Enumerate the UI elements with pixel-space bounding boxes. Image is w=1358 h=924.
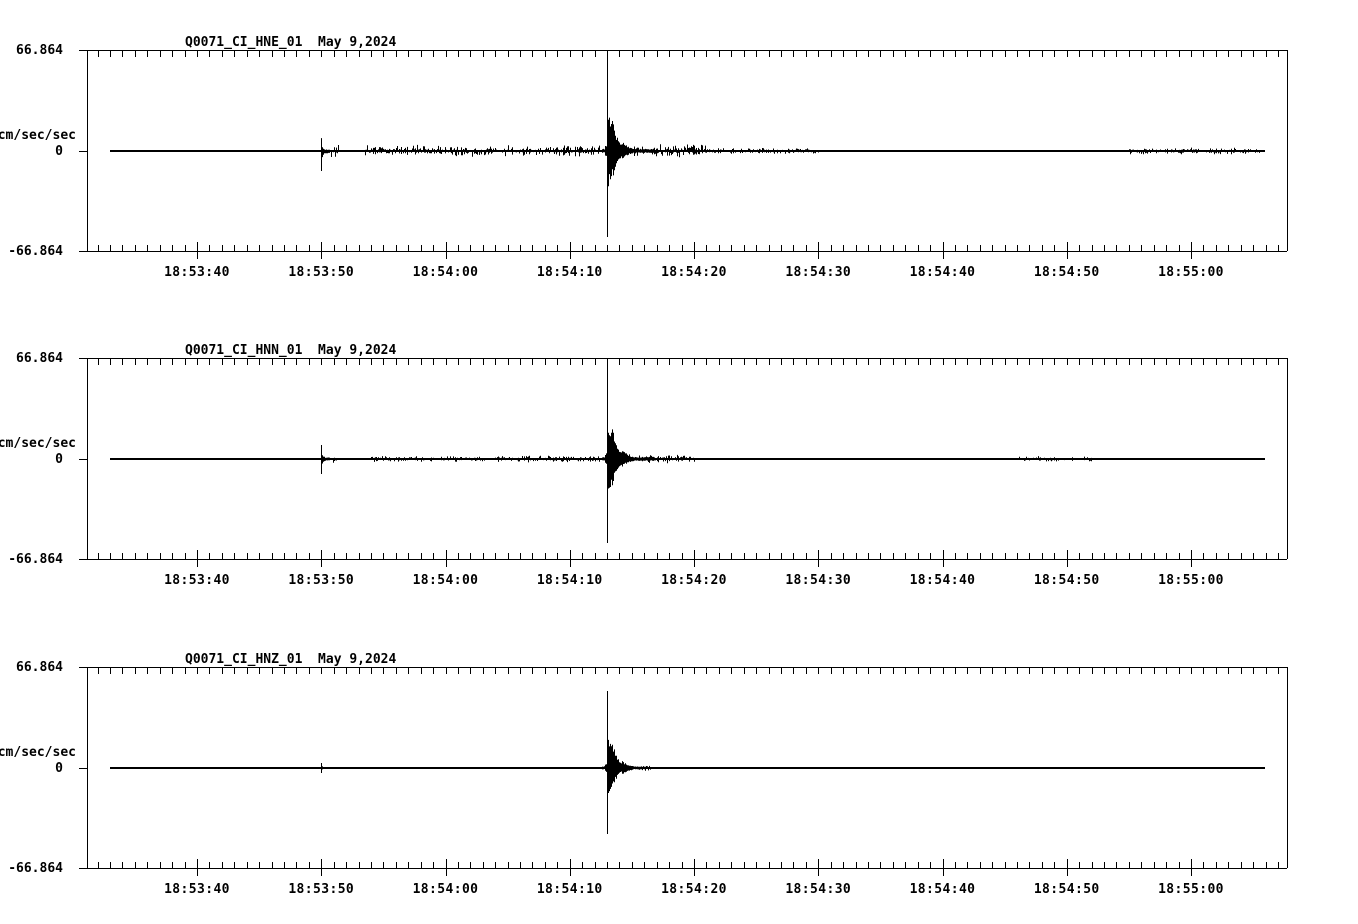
time-label: 18:54:00 bbox=[413, 882, 479, 897]
axis-box bbox=[87, 358, 1288, 560]
time-label: 18:53:50 bbox=[288, 265, 354, 280]
time-ticks bbox=[79, 667, 1279, 876]
panel-title: Q0071_CI_HNN_01 May 9,2024 bbox=[185, 343, 396, 358]
time-label: 18:54:20 bbox=[661, 265, 727, 280]
time-label: 18:54:50 bbox=[1034, 882, 1100, 897]
trace-waveform bbox=[321, 691, 651, 834]
time-label: 18:54:00 bbox=[413, 265, 479, 280]
time-label: 18:53:50 bbox=[288, 573, 354, 588]
y-min-label: -66.864 bbox=[8, 244, 63, 259]
trace-waveform bbox=[319, 364, 1092, 543]
panel-title: Q0071_CI_HNE_01 May 9,2024 bbox=[185, 35, 396, 50]
time-label: 18:53:40 bbox=[164, 265, 230, 280]
time-label: 18:54:00 bbox=[413, 573, 479, 588]
panel-title: Q0071_CI_HNZ_01 May 9,2024 bbox=[185, 652, 396, 667]
time-label: 18:54:10 bbox=[537, 573, 603, 588]
y-units-label: cm/sec/sec bbox=[0, 436, 76, 451]
y-units-label: cm/sec/sec bbox=[0, 745, 76, 760]
y-zero-label: 0 bbox=[55, 761, 63, 776]
time-label: 18:54:10 bbox=[537, 882, 603, 897]
time-label: 18:53:50 bbox=[288, 882, 354, 897]
time-ticks bbox=[79, 358, 1279, 567]
y-units-label: cm/sec/sec bbox=[0, 128, 76, 143]
axis-box bbox=[87, 50, 1288, 252]
time-label: 18:54:30 bbox=[785, 573, 851, 588]
time-labels: 18:53:40 18:53:50 18:54:00 18:54:10 18:54:20… bbox=[164, 882, 1224, 897]
y-max-label: 66.864 bbox=[16, 660, 63, 675]
time-label: 18:55:00 bbox=[1158, 882, 1224, 897]
axis-box bbox=[87, 667, 1288, 869]
y-min-label: -66.864 bbox=[8, 861, 63, 876]
time-label: 18:54:40 bbox=[910, 882, 976, 897]
time-label: 18:54:50 bbox=[1034, 265, 1100, 280]
y-max-label: 66.864 bbox=[16, 351, 63, 366]
time-label: 18:54:40 bbox=[910, 573, 976, 588]
seismogram-panel-hnz: Q0071_CI_HNZ_01 May 9,2024 66.864 cm/sec/s… bbox=[0, 652, 1288, 897]
y-min-label: -66.864 bbox=[8, 552, 63, 567]
time-label: 18:54:30 bbox=[785, 882, 851, 897]
time-labels: 18:53:40 18:53:50 18:54:00 18:54:10 18:54:20… bbox=[164, 573, 1224, 588]
trace-hnn bbox=[110, 364, 1265, 543]
time-label: 18:54:30 bbox=[785, 265, 851, 280]
y-zero-label: 0 bbox=[55, 144, 63, 159]
trace-hne bbox=[110, 54, 1265, 237]
seismogram-panel-hnn: Q0071_CI_HNN_01 May 9,2024 66.864 cm/sec/s… bbox=[0, 343, 1288, 588]
time-label: 18:53:40 bbox=[164, 882, 230, 897]
time-label: 18:55:00 bbox=[1158, 573, 1224, 588]
time-label: 18:54:20 bbox=[661, 882, 727, 897]
y-zero-label: 0 bbox=[55, 452, 63, 467]
seismogram-panel-hne: Q0071_CI_HNE_01 May 9,2024 66.864 cm/sec/s… bbox=[0, 35, 1288, 280]
time-label: 18:54:50 bbox=[1034, 573, 1100, 588]
time-label: 18:53:40 bbox=[164, 573, 230, 588]
time-ticks bbox=[79, 50, 1279, 259]
time-label: 18:54:20 bbox=[661, 573, 727, 588]
time-label: 18:55:00 bbox=[1158, 265, 1224, 280]
time-label: 18:54:10 bbox=[537, 265, 603, 280]
trace-waveform bbox=[319, 54, 1260, 237]
y-max-label: 66.864 bbox=[16, 43, 63, 58]
time-labels: 18:53:40 18:53:50 18:54:00 18:54:10 18:54:20… bbox=[164, 265, 1224, 280]
trace-hnz bbox=[110, 691, 1265, 834]
time-label: 18:54:40 bbox=[910, 265, 976, 280]
